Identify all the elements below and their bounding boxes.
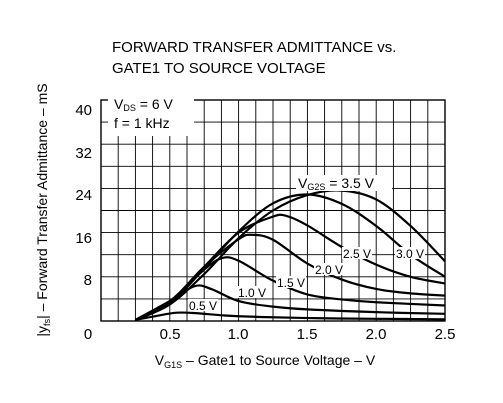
x-tick-label: 1.5: [297, 326, 318, 343]
x-axis-label-sub: G1S: [164, 360, 182, 370]
y-tick-label: 40: [75, 102, 92, 119]
x-tick-label: 2.5: [435, 326, 456, 343]
y-tick-label: 8: [84, 272, 92, 289]
tick-labels: 0 0.5 1.0 1.5 2.0 2.5 8 16 24 32 40: [75, 102, 455, 343]
series-line-1.5v: [134, 256, 446, 321]
condition-vds: VDS = 6 V: [114, 96, 173, 113]
series-label-3.5v-sub: G2S: [307, 182, 325, 192]
condition-vds-sub: DS: [123, 103, 136, 113]
series-label-3.5v-prefix: V: [298, 175, 308, 191]
series-label-bg: [276, 276, 306, 288]
series-line-2.0v: [134, 233, 446, 321]
series-label-3.5v-rest: = 3.5 V: [325, 175, 374, 191]
y-axis-label-pre: |y: [34, 326, 50, 337]
y-tick-label: 16: [75, 230, 92, 247]
series-label-bg: [342, 247, 372, 259]
series-label-bg: [188, 299, 218, 311]
x-axis-label: VG1S – Gate1 to Source Voltage – V: [155, 352, 376, 370]
chart-title-line-1: FORWARD TRANSFER ADMITTANCE vs.: [112, 39, 396, 56]
x-axis-label-rest: – Gate1 to Source Voltage – V: [182, 352, 376, 368]
y-tick-label: 32: [75, 145, 92, 162]
x-tick-label: 0: [84, 326, 92, 343]
series-label-1.5v: 1.5 V: [277, 276, 305, 290]
series-label-3.5v: VG2S = 3.5 V: [298, 175, 375, 192]
y-axis-label-sub: fs: [42, 318, 52, 326]
x-tick-label: 2.0: [366, 326, 387, 343]
series-label-3.0v: 3.0 V: [396, 247, 424, 261]
series-line-0.5v: [135, 311, 446, 321]
series-label-0.5v: 0.5 V: [189, 299, 217, 313]
x-tick-label: 1.0: [228, 326, 249, 343]
y-axis-label: |yfs| – Forward Transfer Admittance – mS: [34, 83, 52, 336]
conditions-box: [108, 94, 194, 136]
y-axis-label-post: | – Forward Transfer Admittance – mS: [34, 83, 50, 319]
x-axis-label-main: V: [155, 352, 165, 368]
series-label-bg: [237, 286, 267, 298]
series-curves: [134, 189, 446, 321]
series-label-2.0v: 2.0 V: [315, 263, 343, 277]
series-label-bg: [296, 175, 392, 191]
series-label-bg: [395, 247, 425, 259]
series-label-bg: [314, 263, 344, 275]
condition-vds-main: V: [114, 96, 124, 112]
condition-frequency: f = 1 kHz: [114, 115, 170, 131]
chart-title-line-2: GATE1 TO SOURCE VOLTAGE: [112, 60, 326, 77]
plot-frame: [100, 99, 446, 322]
series-label-1.0v: 1.0 V: [238, 286, 266, 300]
series-line-1.0v: [134, 284, 446, 321]
y-tick-label: 24: [75, 187, 92, 204]
condition-vds-rest: = 6 V: [136, 96, 174, 112]
series-label-2.5v: 2.5 V: [343, 247, 371, 261]
x-tick-label: 0.5: [160, 326, 181, 343]
